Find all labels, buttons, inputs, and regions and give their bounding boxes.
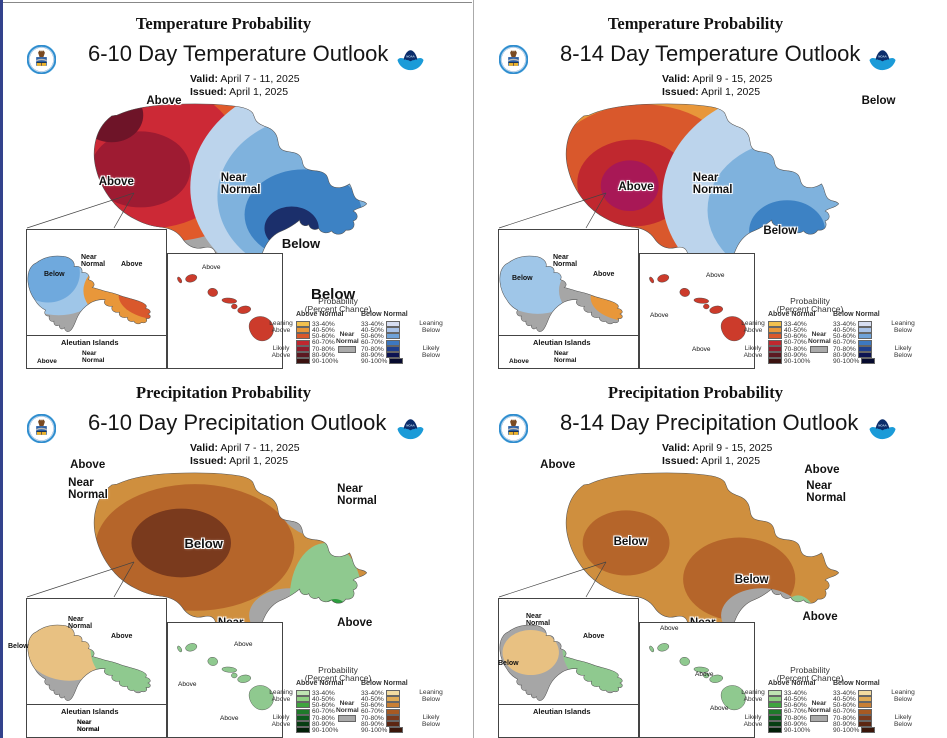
svg-text:NOAA: NOAA — [406, 424, 415, 428]
svg-text:NOAA: NOAA — [878, 424, 887, 428]
svg-text:NOAA: NOAA — [878, 55, 887, 59]
svg-text:NOAA: NOAA — [406, 55, 415, 59]
